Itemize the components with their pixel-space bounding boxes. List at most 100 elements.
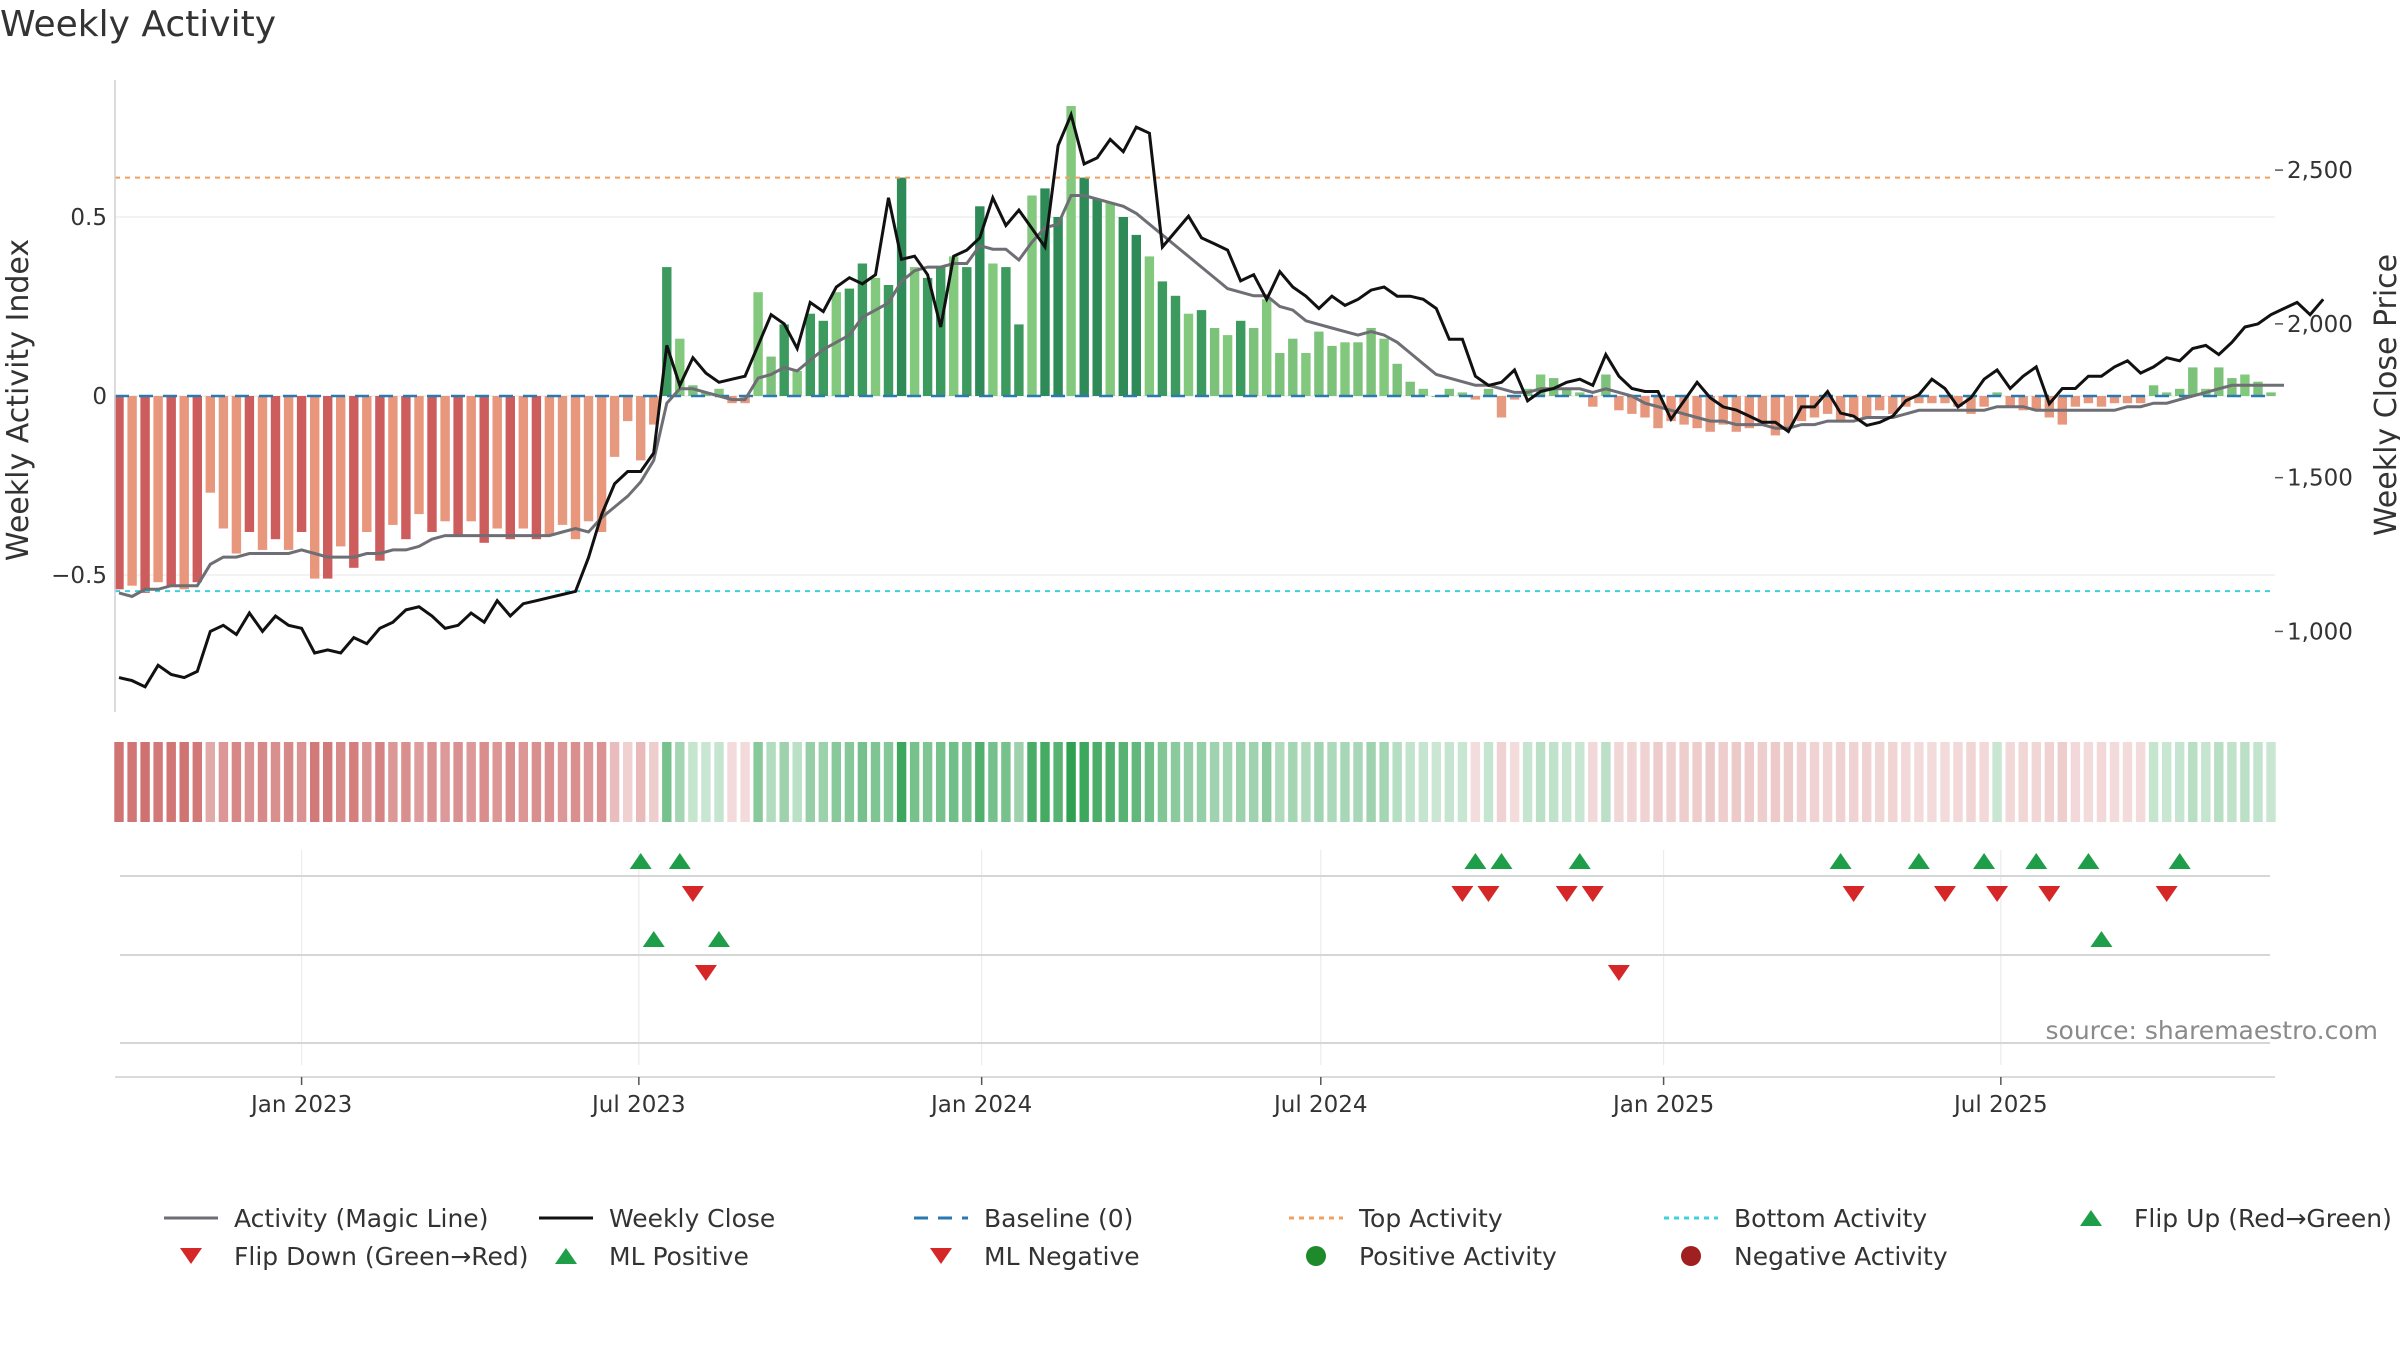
heat-strip-cell	[440, 742, 450, 822]
signal-markers	[120, 850, 2270, 1065]
flip-up-marker	[629, 853, 652, 869]
heat-strip-cell	[1927, 742, 1937, 822]
activity-bar	[401, 396, 411, 540]
heat-strip-cell	[1522, 742, 1533, 822]
heat-strip-cell	[1392, 742, 1402, 822]
heat-strip-cell	[1327, 742, 1337, 822]
x-tick-label: Jan 2023	[249, 1092, 352, 1118]
heat-strip-cell	[1418, 742, 1428, 822]
activity-bar	[140, 396, 150, 593]
activity-bar	[1992, 392, 2002, 396]
legend-symbol-icon	[1289, 1216, 1343, 1220]
flip-down-marker	[1933, 886, 1956, 902]
legend-item: Positive Activity	[1285, 1241, 1557, 1271]
flip-up-marker	[1907, 853, 1930, 869]
activity-bar	[1575, 392, 1585, 396]
activity-bar	[127, 396, 137, 586]
heat-strip-cell	[1275, 742, 1285, 822]
heat-strip-cell	[414, 742, 424, 822]
flip-down-marker	[1842, 886, 1865, 902]
activity-bar	[492, 396, 502, 529]
heat-strip-cell	[2109, 742, 2120, 822]
heat-strip-cell	[270, 742, 281, 822]
heat-strip-cell	[1549, 742, 1559, 822]
heat-strip-cell	[310, 742, 320, 822]
legend-item: Negative Activity	[1660, 1241, 1948, 1271]
axes: 0.5 0 −0.5 1,000 1,500 2,000 2,500	[51, 80, 2353, 712]
activity-bar	[1666, 396, 1676, 422]
legend-item: Weekly Close	[535, 1203, 775, 1233]
heat-strip-cell	[2175, 742, 2185, 822]
legend-item: Baseline (0)	[910, 1203, 1133, 1233]
activity-bar	[1914, 396, 1924, 404]
ml-negative-marker	[1607, 965, 1630, 981]
heat-strip-cell	[1431, 742, 1441, 822]
legend-label: Baseline (0)	[984, 1203, 1134, 1233]
heat-strip-cell	[1640, 742, 1650, 822]
activity-bar	[1366, 328, 1376, 396]
activity-bar	[962, 267, 972, 396]
heat-strip-cell	[1953, 742, 1963, 822]
heat-strip-cell	[1118, 742, 1128, 822]
heat-strip-cell	[1366, 742, 1376, 822]
heat-strip-cell	[1627, 742, 1637, 822]
heat-strip-cell	[2266, 742, 2276, 822]
activity-bar	[1888, 396, 1898, 414]
heat-strip-cell	[1379, 742, 1389, 822]
heat-strip-cell	[283, 742, 294, 822]
heat-strip-cell	[1588, 742, 1598, 822]
activity-bar	[1640, 396, 1650, 418]
heat-strip-cell	[2214, 742, 2224, 822]
activity-bar	[818, 320, 828, 396]
activity-bar	[323, 396, 333, 579]
heat-strip-cell	[1301, 742, 1311, 822]
heat-strip-cell	[1614, 742, 1624, 822]
heat-strip-cell	[1105, 742, 1115, 822]
x-tick-label: Jul 2025	[1952, 1092, 2048, 1118]
legend-item: Flip Down (Green→Red)	[160, 1241, 529, 1271]
heat-strip-cell	[1457, 742, 1468, 822]
activity-bar	[1027, 195, 1037, 396]
activity-bar	[2266, 392, 2276, 396]
legend: Activity (Magic Line) Weekly Close Baselin…	[160, 1203, 2400, 1293]
legend-label: Positive Activity	[1359, 1241, 1557, 1271]
activity-bar	[1014, 324, 1024, 396]
activity-bar	[310, 396, 320, 579]
activity-bar	[1379, 338, 1389, 396]
flip-up-marker	[1464, 853, 1487, 869]
heat-strip-cell	[583, 742, 594, 822]
heat-strip-cell	[766, 742, 776, 822]
legend-label: Weekly Close	[609, 1203, 776, 1233]
activity-bar	[1196, 310, 1207, 396]
activity-bar	[570, 396, 581, 540]
activity-bar	[2188, 367, 2198, 396]
heat-strip-cell	[1470, 742, 1481, 822]
activity-bar	[1249, 328, 1259, 396]
heat-strip-cell	[1679, 742, 1689, 822]
legend-label: ML Positive	[609, 1241, 749, 1271]
activity-bar	[975, 206, 985, 396]
activity-bar	[1692, 396, 1702, 429]
activity-bar	[2070, 396, 2081, 407]
heat-strip-cell	[375, 742, 385, 822]
flip-up-marker	[1973, 853, 1996, 869]
x-tick-label: Jul 2023	[590, 1092, 686, 1118]
activity-bar	[922, 277, 933, 396]
activity-bar	[1418, 388, 1428, 396]
activity-bar	[831, 292, 841, 396]
heat-strip-cell	[1092, 742, 1102, 822]
heat-strip-cell	[362, 742, 372, 822]
activity-bar	[440, 396, 450, 522]
legend-label: Flip Down (Green→Red)	[234, 1241, 529, 1271]
activity-bar	[544, 396, 555, 536]
y-right-tick-label: 1,000	[2287, 619, 2353, 645]
activity-bar	[2148, 385, 2159, 396]
flip-up-marker	[668, 853, 691, 869]
legend-label: Activity (Magic Line)	[234, 1203, 489, 1233]
activity-bar	[205, 396, 215, 493]
activity-bar	[1835, 396, 1846, 422]
activity-bar	[2253, 381, 2263, 396]
y-right-tick-label: 2,000	[2287, 312, 2353, 338]
heat-strip-cell	[2240, 742, 2250, 822]
heat-strip-cell	[883, 742, 894, 822]
